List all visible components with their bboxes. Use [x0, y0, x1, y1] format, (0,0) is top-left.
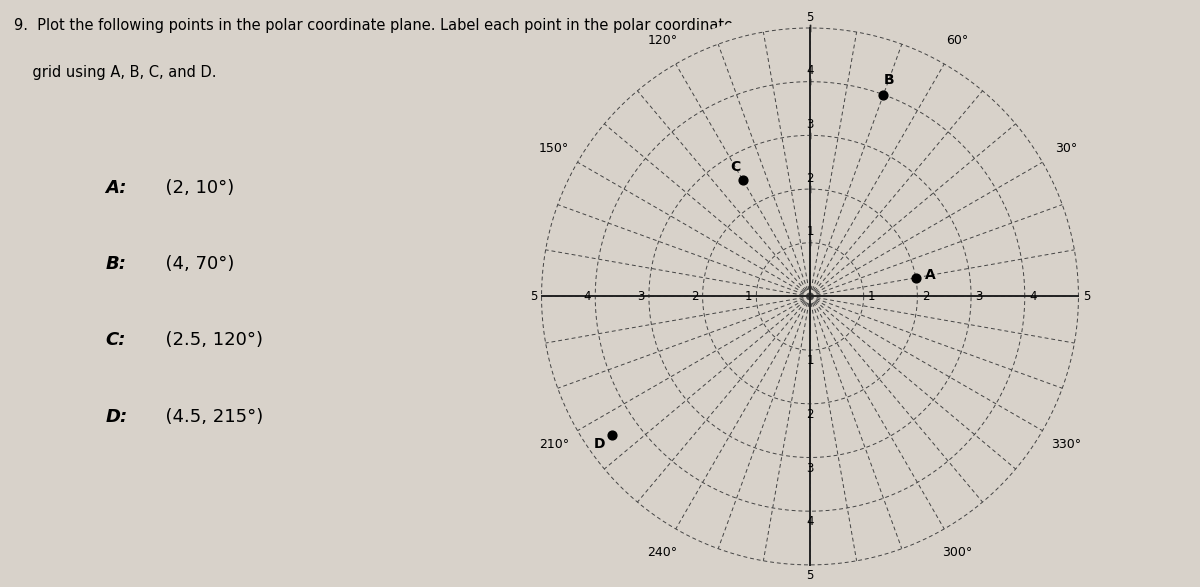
Text: 5: 5 [806, 569, 814, 582]
Text: D:: D: [106, 408, 128, 426]
Text: C:: C: [106, 332, 126, 349]
Text: 5: 5 [530, 290, 538, 303]
Text: 5: 5 [806, 11, 814, 23]
Text: 2: 2 [691, 290, 698, 303]
Text: (2.5, 120°): (2.5, 120°) [154, 332, 263, 349]
Text: B:: B: [106, 255, 127, 273]
Text: 3: 3 [806, 118, 814, 131]
Text: 5: 5 [1082, 290, 1090, 303]
Text: 4: 4 [1030, 290, 1037, 303]
Text: 60°: 60° [947, 34, 968, 47]
Text: 3: 3 [806, 462, 814, 475]
Text: 1: 1 [806, 355, 814, 367]
Text: A: A [925, 268, 936, 282]
Point [602, 430, 622, 440]
Text: 240°: 240° [647, 546, 678, 559]
Text: grid using A, B, C, and D.: grid using A, B, C, and D. [14, 65, 217, 80]
Point [733, 176, 752, 185]
Text: 300°: 300° [942, 546, 973, 559]
Text: 3: 3 [976, 290, 983, 303]
Text: 1: 1 [744, 290, 752, 303]
Text: 1: 1 [868, 290, 876, 303]
Text: (4, 70°): (4, 70°) [154, 255, 234, 273]
Text: C: C [731, 160, 740, 174]
Text: 9.  Plot the following points in the polar coordinate plane. Label each point in: 9. Plot the following points in the pola… [14, 18, 733, 33]
Text: (2, 10°): (2, 10°) [154, 179, 234, 197]
Point [906, 273, 925, 282]
Text: 120°: 120° [647, 34, 678, 47]
Text: 150°: 150° [539, 142, 569, 156]
Text: (4.5, 215°): (4.5, 215°) [154, 408, 263, 426]
Text: B: B [883, 73, 894, 87]
Text: 4: 4 [583, 290, 590, 303]
Text: A:: A: [106, 179, 127, 197]
Text: D: D [594, 437, 606, 451]
Text: 3: 3 [637, 290, 644, 303]
Text: 330°: 330° [1051, 437, 1081, 451]
Text: 2: 2 [806, 172, 814, 185]
Text: 2: 2 [922, 290, 929, 303]
Text: 2: 2 [806, 408, 814, 421]
Text: 210°: 210° [539, 437, 569, 451]
Text: 30°: 30° [1055, 142, 1076, 156]
Text: 1: 1 [806, 225, 814, 238]
Text: 4: 4 [806, 65, 814, 77]
Text: 4: 4 [806, 515, 814, 528]
Point [874, 90, 893, 99]
